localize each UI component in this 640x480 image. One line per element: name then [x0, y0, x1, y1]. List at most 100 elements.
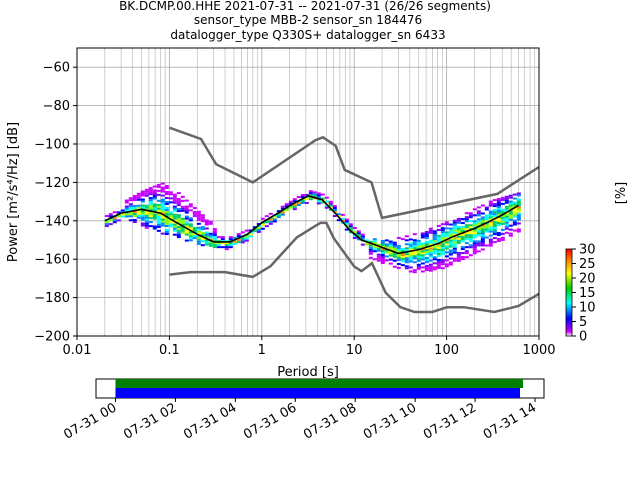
- density-cell: [132, 197, 137, 200]
- density-cell: [416, 265, 421, 268]
- density-cell: [196, 222, 201, 225]
- density-cell: [512, 201, 517, 204]
- density-cell: [412, 271, 417, 274]
- density-cell: [500, 216, 505, 219]
- density-cell: [120, 215, 125, 218]
- density-cell: [416, 257, 421, 260]
- density-cell: [436, 252, 441, 255]
- density-cell: [496, 219, 501, 222]
- density-cell: [488, 240, 493, 243]
- density-cell: [456, 235, 461, 238]
- density-cell: [124, 209, 129, 212]
- density-cell: [180, 205, 185, 208]
- density-cell: [440, 223, 445, 226]
- density-cell: [420, 246, 425, 249]
- density-cell: [488, 230, 493, 233]
- colorbar-tick-label: 15: [579, 286, 596, 301]
- density-cell: [420, 234, 425, 237]
- density-cell: [468, 216, 473, 219]
- density-cell: [484, 228, 489, 231]
- density-cell: [352, 231, 357, 234]
- density-cell: [468, 234, 473, 237]
- density-cell: [452, 229, 457, 232]
- timeline-tick-label: 07-31 14: [481, 400, 539, 442]
- data-coverage-timeline: 07-31 00 07-31 02 07-31 04 07-31 06 07-31 08…: [61, 378, 545, 443]
- density-cell: [392, 249, 397, 252]
- density-cell: [488, 238, 493, 241]
- density-cell: [168, 219, 173, 222]
- density-cell: [216, 246, 221, 249]
- density-cell: [156, 203, 161, 206]
- density-cell: [168, 215, 173, 218]
- density-cell: [492, 223, 497, 226]
- density-cell: [504, 221, 509, 224]
- density-cell: [172, 225, 177, 228]
- colorbar-tick-label: 20: [579, 272, 596, 287]
- density-cell: [504, 213, 509, 216]
- density-cell: [200, 226, 205, 229]
- density-cell: [244, 235, 249, 238]
- density-cell: [480, 240, 485, 243]
- density-cell: [484, 216, 489, 219]
- density-cell: [432, 246, 437, 249]
- density-cell: [232, 240, 237, 243]
- density-cell: [460, 222, 465, 225]
- density-cell: [172, 195, 177, 198]
- density-cell: [176, 214, 181, 217]
- density-cell: [460, 226, 465, 229]
- density-cell: [424, 245, 429, 248]
- density-cell: [428, 259, 433, 262]
- density-cell: [128, 205, 133, 208]
- density-cell: [152, 197, 157, 200]
- density-cell: [176, 198, 181, 201]
- colorbar-label: [%]: [614, 182, 629, 205]
- density-cell: [448, 229, 453, 232]
- density-cell: [312, 191, 317, 194]
- density-cell: [168, 211, 173, 214]
- coverage-bar: [115, 379, 524, 388]
- density-cell: [324, 206, 329, 209]
- density-cell: [268, 212, 273, 215]
- density-cell: [408, 246, 413, 249]
- density-cell: [472, 220, 477, 223]
- density-cell: [384, 251, 389, 254]
- density-cell: [480, 204, 485, 207]
- density-cell: [492, 225, 497, 228]
- density-cell: [404, 247, 409, 250]
- density-cell: [496, 213, 501, 216]
- density-cell: [236, 241, 241, 244]
- density-cell: [412, 251, 417, 254]
- density-cell: [480, 238, 485, 241]
- density-cell: [516, 208, 521, 211]
- density-cell: [184, 205, 189, 208]
- density-cell: [472, 240, 477, 243]
- density-cell: [360, 233, 365, 236]
- density-cell: [508, 218, 513, 221]
- density-cell: [496, 233, 501, 236]
- density-cell: [188, 225, 193, 228]
- density-cell: [224, 244, 229, 247]
- density-cell: [268, 220, 273, 223]
- density-cell: [456, 227, 461, 230]
- density-cell: [256, 222, 261, 225]
- density-cell: [516, 192, 521, 195]
- density-cell: [396, 258, 401, 261]
- density-cell: [204, 231, 209, 234]
- density-cell: [152, 191, 157, 194]
- density-cell: [380, 258, 385, 260]
- density-cell: [124, 207, 129, 210]
- density-cell: [420, 270, 425, 273]
- density-cell: [368, 256, 373, 259]
- density-cell: [164, 200, 169, 203]
- density-cell: [368, 244, 373, 247]
- density-cell: [160, 218, 165, 221]
- density-cell: [328, 200, 333, 203]
- density-cell: [180, 229, 185, 232]
- density-cell: [504, 201, 509, 204]
- density-cell: [448, 253, 453, 256]
- density-cell: [436, 250, 441, 253]
- density-cell: [424, 243, 429, 246]
- density-cell: [500, 220, 505, 223]
- density-cell: [144, 216, 149, 219]
- density-cell: [480, 228, 485, 231]
